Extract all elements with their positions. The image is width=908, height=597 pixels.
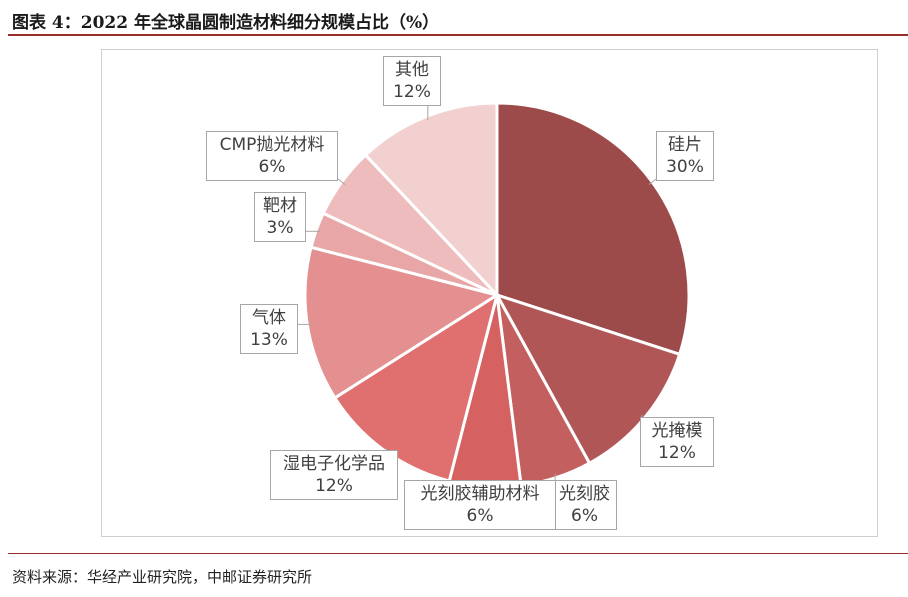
slice-label-8: 其他 12% bbox=[383, 56, 441, 106]
slice-label-6: 靶材 3% bbox=[254, 192, 306, 242]
slice-label-5: 气体 13% bbox=[240, 304, 298, 354]
slice-label-7: CMP抛光材料 6% bbox=[206, 131, 338, 181]
footer-rule bbox=[8, 553, 908, 554]
slice-value: 13% bbox=[250, 330, 288, 350]
slice-value: 6% bbox=[571, 506, 598, 526]
slice-label-1: 光掩模 12% bbox=[640, 417, 714, 467]
slice-name: 光刻胶 bbox=[559, 484, 610, 504]
slice-label-3: 光刻胶辅助材料 6% bbox=[404, 480, 556, 530]
slice-name: 其他 bbox=[395, 60, 429, 80]
chart-header: 图表 4：2022 年全球晶圆制造材料细分规模占比（%） bbox=[0, 0, 908, 36]
pie-slice-8 bbox=[364, 101, 499, 297]
slice-value: 12% bbox=[658, 443, 696, 463]
pie-slice-5 bbox=[303, 245, 499, 400]
slice-name: 靶材 bbox=[263, 196, 297, 216]
source-note: 资料来源：华经产业研究院，中邮证券研究所 bbox=[12, 568, 313, 586]
slice-value: 6% bbox=[466, 506, 494, 526]
slice-value: 30% bbox=[666, 157, 704, 177]
slice-value: 12% bbox=[393, 82, 431, 102]
leader-line-7 bbox=[337, 178, 346, 185]
slice-value: 12% bbox=[315, 476, 353, 496]
slice-value: 6% bbox=[258, 157, 286, 177]
leader-line-0 bbox=[648, 178, 657, 185]
header-rule bbox=[8, 34, 908, 36]
slice-value: 3% bbox=[266, 218, 294, 238]
slice-name: CMP抛光材料 bbox=[219, 135, 325, 155]
slice-name: 湿电子化学品 bbox=[283, 454, 385, 474]
slice-label-0: 硅片 30% bbox=[656, 131, 714, 181]
chart-frame bbox=[101, 49, 878, 537]
slice-name: 光刻胶辅助材料 bbox=[420, 484, 540, 504]
slice-label-4: 湿电子化学品 12% bbox=[270, 450, 398, 500]
chart-title: 图表 4：2022 年全球晶圆制造材料细分规模占比（%） bbox=[12, 13, 440, 33]
slice-label-2: 光刻胶 6% bbox=[552, 480, 617, 530]
slice-name: 光掩模 bbox=[651, 421, 703, 441]
slice-name: 气体 bbox=[252, 308, 286, 328]
slice-name: 硅片 bbox=[668, 135, 702, 155]
